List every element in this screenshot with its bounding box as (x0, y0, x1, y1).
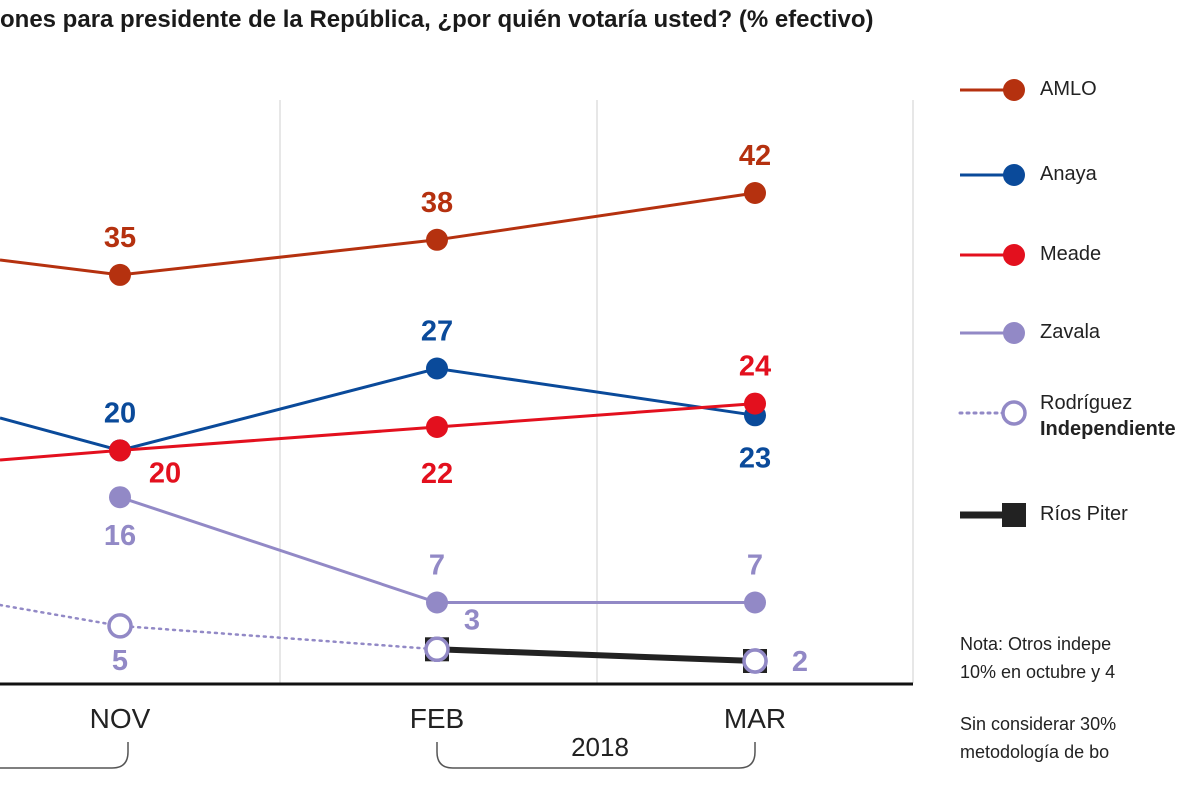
data-point-overlap (742, 648, 768, 674)
series-line-0 (0, 191, 756, 277)
legend-marker (1003, 322, 1025, 344)
year-label: 2018 (571, 732, 629, 762)
legend-label-independiente: Independiente (1040, 418, 1176, 440)
year-bracket-2018 (436, 742, 756, 769)
data-label: 35 (104, 222, 136, 254)
data-point (426, 357, 448, 380)
data-point (744, 182, 766, 204)
legend-marker (1002, 503, 1026, 527)
data-label: 42 (739, 140, 771, 172)
data-label: 22 (421, 458, 453, 490)
x-tick-label: MAR (724, 703, 786, 734)
data-point (744, 591, 766, 614)
data-label: 20 (149, 457, 181, 489)
legend-label-rodriguez: Rodríguez (1040, 392, 1133, 414)
data-point (426, 228, 448, 251)
data-point-overlap (424, 636, 450, 663)
legend-marker (1003, 164, 1025, 186)
x-tick-label: FEB (410, 703, 464, 734)
data-point (744, 392, 766, 415)
data-point (426, 416, 448, 438)
legend-label-zavala: Zavala (1040, 321, 1101, 343)
data-label: 3 (464, 604, 480, 636)
series-line-4 (0, 603, 757, 663)
series-line-5 (436, 646, 756, 664)
legend-marker (1001, 400, 1027, 426)
x-tick-label: NOV (90, 703, 151, 734)
data-label: 27 (421, 316, 453, 348)
chart-title: ones para presidente de la República, ¿p… (0, 6, 874, 33)
series-line-2 (0, 402, 756, 462)
data-label: 23 (739, 442, 771, 474)
legend-marker (1003, 79, 1025, 101)
note-line-3: Sin considerar 30% (960, 714, 1117, 734)
data-label: 38 (421, 187, 453, 219)
data-point (109, 486, 131, 509)
data-point (426, 591, 448, 614)
data-label: 7 (747, 550, 763, 582)
data-point (107, 613, 133, 639)
data-label: 7 (429, 550, 445, 582)
data-label: 20 (104, 397, 136, 429)
series-line-1 (0, 366, 756, 452)
data-label: 5 (112, 645, 128, 677)
year-bracket (0, 742, 129, 769)
note-line-4: metodología de bo (960, 742, 1110, 762)
data-point (109, 263, 131, 286)
legend-marker (1003, 244, 1025, 266)
data-point (109, 439, 131, 462)
legend-label-rios-piter: Ríos Piter (1040, 503, 1128, 525)
legend-label-anaya: Anaya (1040, 163, 1097, 185)
note-line-2: 10% en octubre y 4 (960, 662, 1116, 682)
data-label: 16 (104, 520, 136, 552)
note-line-1: Nota: Otros indepe (960, 634, 1112, 654)
legend-label-amlo: AMLO (1040, 78, 1097, 100)
data-label: 2 (792, 646, 808, 678)
data-label: 24 (739, 351, 771, 383)
legend-label-meade: Meade (1040, 243, 1102, 265)
